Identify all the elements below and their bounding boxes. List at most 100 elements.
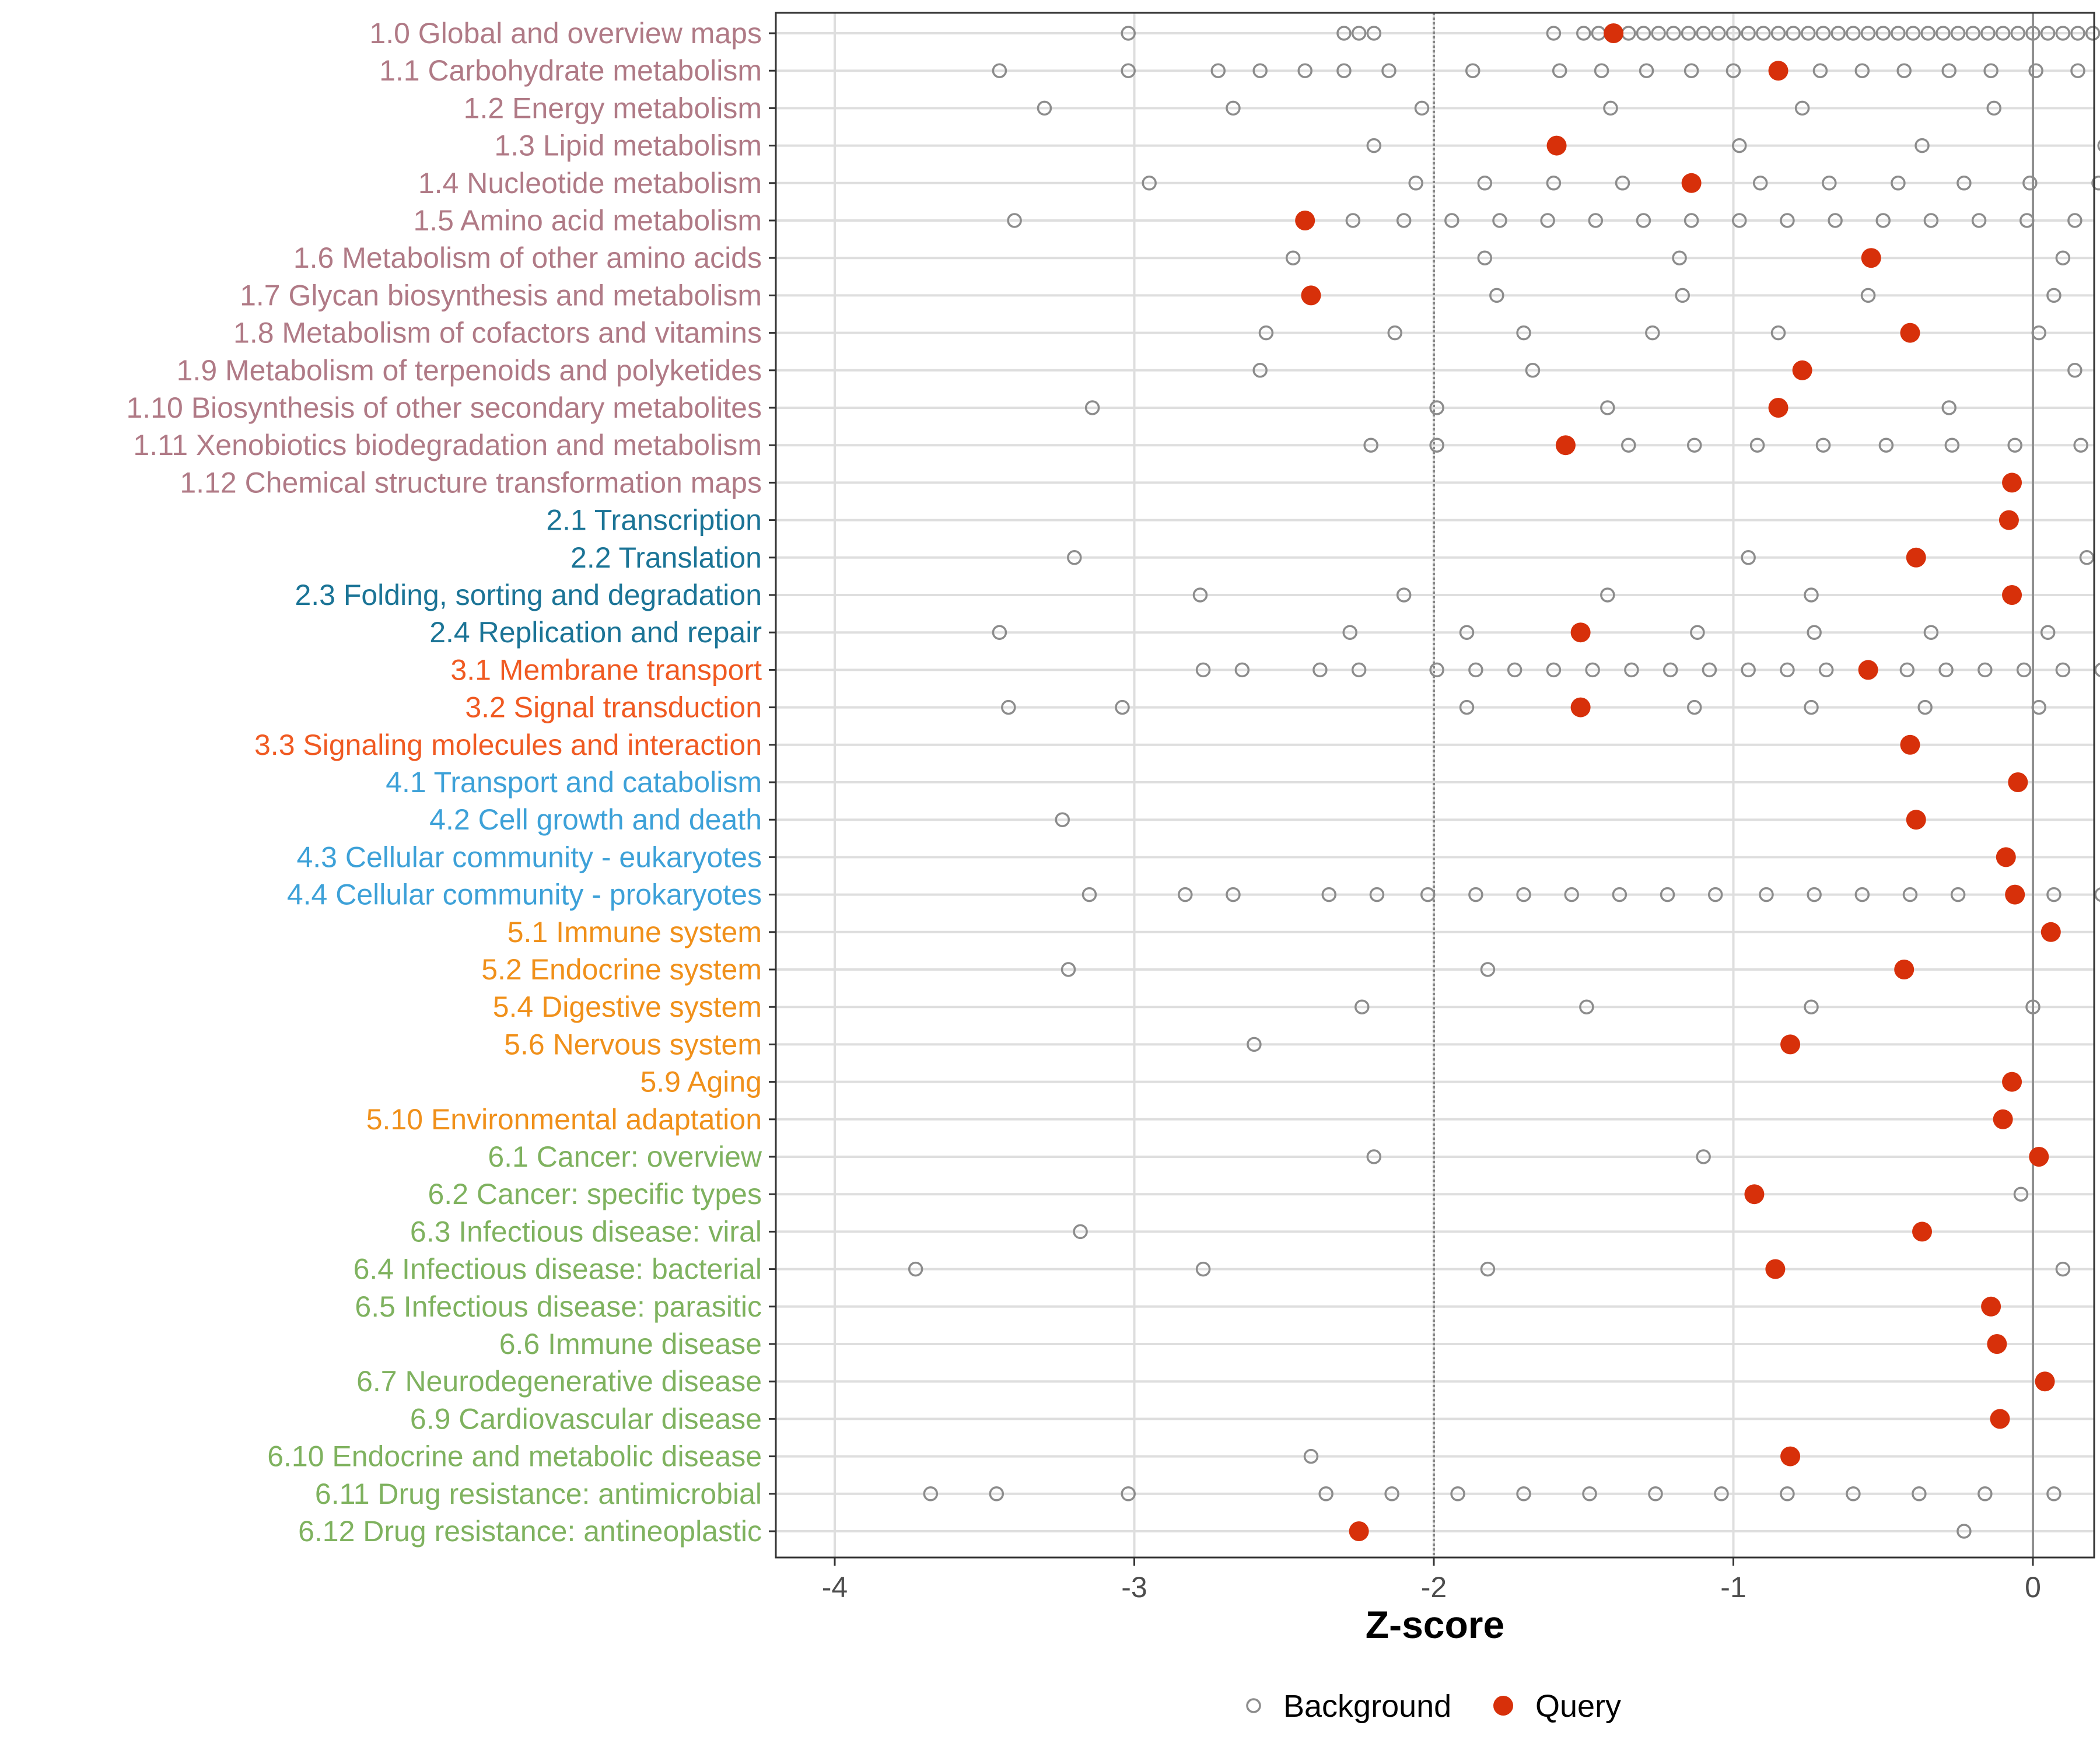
background-point	[1546, 26, 1562, 41]
query-point	[2035, 1371, 2055, 1392]
background-point	[1978, 662, 1993, 678]
query-point	[1555, 435, 1576, 456]
query-point	[2008, 772, 2028, 792]
background-point	[1686, 699, 1702, 715]
background-point	[1818, 662, 1834, 678]
background-point	[1702, 662, 1717, 678]
query-point	[1858, 660, 1878, 680]
background-point	[1804, 699, 1819, 715]
background-point	[1978, 1486, 1993, 1502]
background-point	[1366, 1149, 1382, 1164]
query-point	[1981, 1296, 2001, 1317]
background-point	[1516, 1486, 1531, 1502]
x-tick-label: -1	[1720, 1571, 1746, 1604]
background-point	[1983, 63, 1999, 78]
background-point	[1752, 176, 1768, 191]
category-label: 2.1 Transcription	[546, 504, 762, 537]
background-point	[2031, 325, 2047, 341]
background-point	[1516, 887, 1531, 902]
category-label: 4.3 Cellular community - eukaryotes	[296, 841, 762, 873]
background-point	[1459, 625, 1475, 640]
background-point	[1917, 699, 1933, 715]
legend-query-marker	[1493, 1696, 1513, 1716]
background-point	[2073, 438, 2088, 453]
background-point	[1489, 288, 1504, 303]
query-point	[1906, 547, 1926, 568]
background-point	[1354, 999, 1370, 1014]
category-label: 1.11 Xenobiotics biodegradation and meta…	[133, 429, 762, 461]
background-point	[1507, 662, 1522, 678]
background-point	[1831, 26, 1846, 41]
category-label: 6.11 Drug resistance: antimicrobial	[315, 1478, 762, 1510]
background-point	[2022, 176, 2038, 191]
background-point	[1195, 1261, 1211, 1277]
background-point	[1465, 63, 1480, 78]
background-point	[1007, 213, 1022, 228]
background-point	[1540, 213, 1555, 228]
query-point	[1681, 173, 1702, 193]
background-point	[1854, 887, 1870, 902]
background-point	[2055, 250, 2071, 265]
category-label: 4.2 Cell growth and death	[429, 803, 762, 836]
background-point	[992, 625, 1007, 640]
background-point	[1516, 325, 1531, 341]
background-point	[1414, 100, 1430, 116]
category-label: 4.4 Cellular community - prokaryotes	[287, 878, 762, 911]
category-label: 6.1 Cancer: overview	[488, 1140, 762, 1173]
background-point	[1815, 438, 1831, 453]
background-point	[1936, 26, 1951, 41]
background-point	[1366, 138, 1382, 153]
background-point	[1552, 63, 1567, 78]
category-label: 3.1 Membrane transport	[450, 653, 762, 686]
background-point	[1297, 63, 1312, 78]
background-point	[1944, 438, 1960, 453]
x-axis-title: Z-score	[1366, 1603, 1504, 1646]
background-point	[1084, 400, 1100, 415]
background-point	[1366, 26, 1382, 41]
background-point	[2010, 26, 2026, 41]
background-point	[1636, 213, 1651, 228]
background-point	[2013, 1186, 2029, 1202]
background-point	[1726, 63, 1741, 78]
background-point	[2097, 139, 2100, 152]
background-point	[1226, 887, 1241, 902]
background-point	[1681, 26, 1696, 41]
background-point	[2085, 26, 2100, 41]
category-label: 2.3 Folding, sorting and degradation	[295, 579, 762, 611]
query-point	[1349, 1521, 1369, 1541]
background-point	[1672, 250, 1687, 265]
query-point	[1999, 510, 2019, 530]
x-axis: -4-3-2-101234	[822, 1558, 2041, 1604]
background-point	[1600, 400, 1615, 415]
category-label: 1.6 Metabolism of other amino acids	[293, 242, 762, 274]
background-point	[1067, 550, 1082, 565]
background-point	[1660, 887, 1675, 902]
background-point	[989, 1486, 1005, 1502]
background-point	[1582, 1486, 1597, 1502]
background-point	[2070, 26, 2085, 41]
data-points	[908, 23, 2100, 1541]
background-point	[1780, 213, 1795, 228]
background-point	[1675, 288, 1690, 303]
query-point	[1900, 734, 1920, 755]
legend-background-marker	[1246, 1698, 1261, 1713]
legend-query-label: Query	[1535, 1689, 1621, 1724]
background-point	[2007, 438, 2022, 453]
background-point	[1480, 962, 1496, 977]
background-point	[1923, 625, 1939, 640]
x-tick-label: -2	[1421, 1571, 1447, 1604]
background-point	[2055, 662, 2071, 678]
background-point	[1732, 213, 1747, 228]
background-point	[1645, 325, 1660, 341]
background-point	[992, 63, 1007, 78]
background-point	[1055, 812, 1070, 827]
background-point	[1252, 363, 1268, 378]
background-point	[1321, 887, 1337, 902]
query-point	[2002, 473, 2022, 493]
category-label: 6.2 Cancer: specific types	[428, 1178, 762, 1210]
background-point	[1896, 63, 1912, 78]
background-point	[1846, 1486, 1861, 1502]
x-tick-label: -4	[822, 1571, 848, 1604]
background-point	[1612, 887, 1628, 902]
category-label: 1.10 Biosynthesis of other secondary met…	[126, 391, 762, 424]
